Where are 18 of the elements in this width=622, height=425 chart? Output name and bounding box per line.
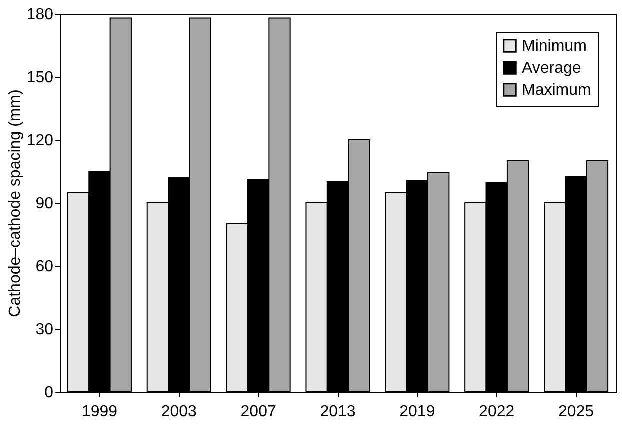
x-tick-label: 1999 [82, 404, 118, 420]
y-tick-label: 30 [36, 322, 54, 338]
x-tick-label: 2019 [400, 404, 436, 420]
legend-label: Minimum [522, 38, 587, 55]
y-tick-label: 150 [26, 70, 54, 86]
y-axis-title: Cathode–cathode spacing (mm) [6, 90, 24, 318]
x-tick-label: 2022 [479, 404, 515, 420]
x-tick-label: 2007 [240, 404, 276, 420]
y-tick-label: 0 [44, 384, 54, 402]
y-tick-label: 180 [26, 6, 54, 24]
y-tick-label: 90 [36, 196, 54, 212]
x-tick-label: 2003 [161, 404, 198, 420]
y-tick-label: 120 [26, 132, 54, 150]
legend-label: Maximum [522, 82, 592, 99]
x-tick-label: 2013 [320, 404, 356, 420]
y-tick-label: 60 [36, 258, 54, 276]
legend-label: Average [522, 60, 582, 77]
x-tick-label: 2025 [558, 404, 594, 420]
